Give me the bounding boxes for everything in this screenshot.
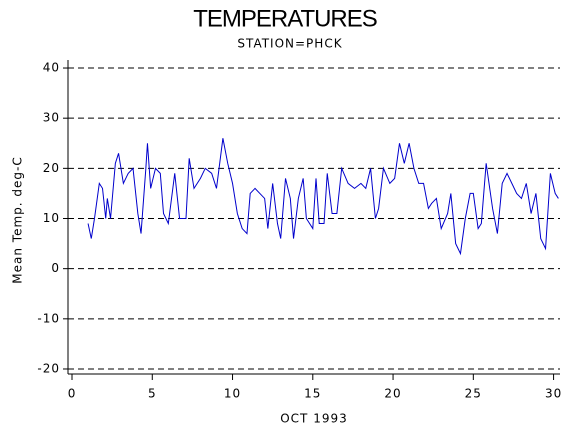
y-axis-label: Mean Temp. deg-C xyxy=(11,156,25,283)
y-tick-label: 0 xyxy=(51,261,60,275)
x-tick-label: 15 xyxy=(304,387,321,401)
chart-subtitle: STATION=PHCK xyxy=(237,37,342,51)
x-tick-label: 25 xyxy=(465,387,482,401)
x-tick-label: 30 xyxy=(545,387,562,401)
x-tick-label: 20 xyxy=(384,387,401,401)
y-tick-label: 40 xyxy=(43,61,60,75)
y-tick-label: 10 xyxy=(43,211,60,225)
x-axis-label: OCT 1993 xyxy=(280,412,348,426)
x-tick-label: 5 xyxy=(148,387,157,401)
y-tick-label: -10 xyxy=(37,311,60,325)
data-line xyxy=(87,138,559,256)
y-tick-label: 30 xyxy=(43,111,60,125)
y-tick-label: 20 xyxy=(43,161,60,175)
x-tick-label: 0 xyxy=(68,387,77,401)
chart-title: TEMPERATURES xyxy=(193,5,377,32)
y-tick-label: -20 xyxy=(37,361,60,375)
x-tick-label: 10 xyxy=(224,387,241,401)
